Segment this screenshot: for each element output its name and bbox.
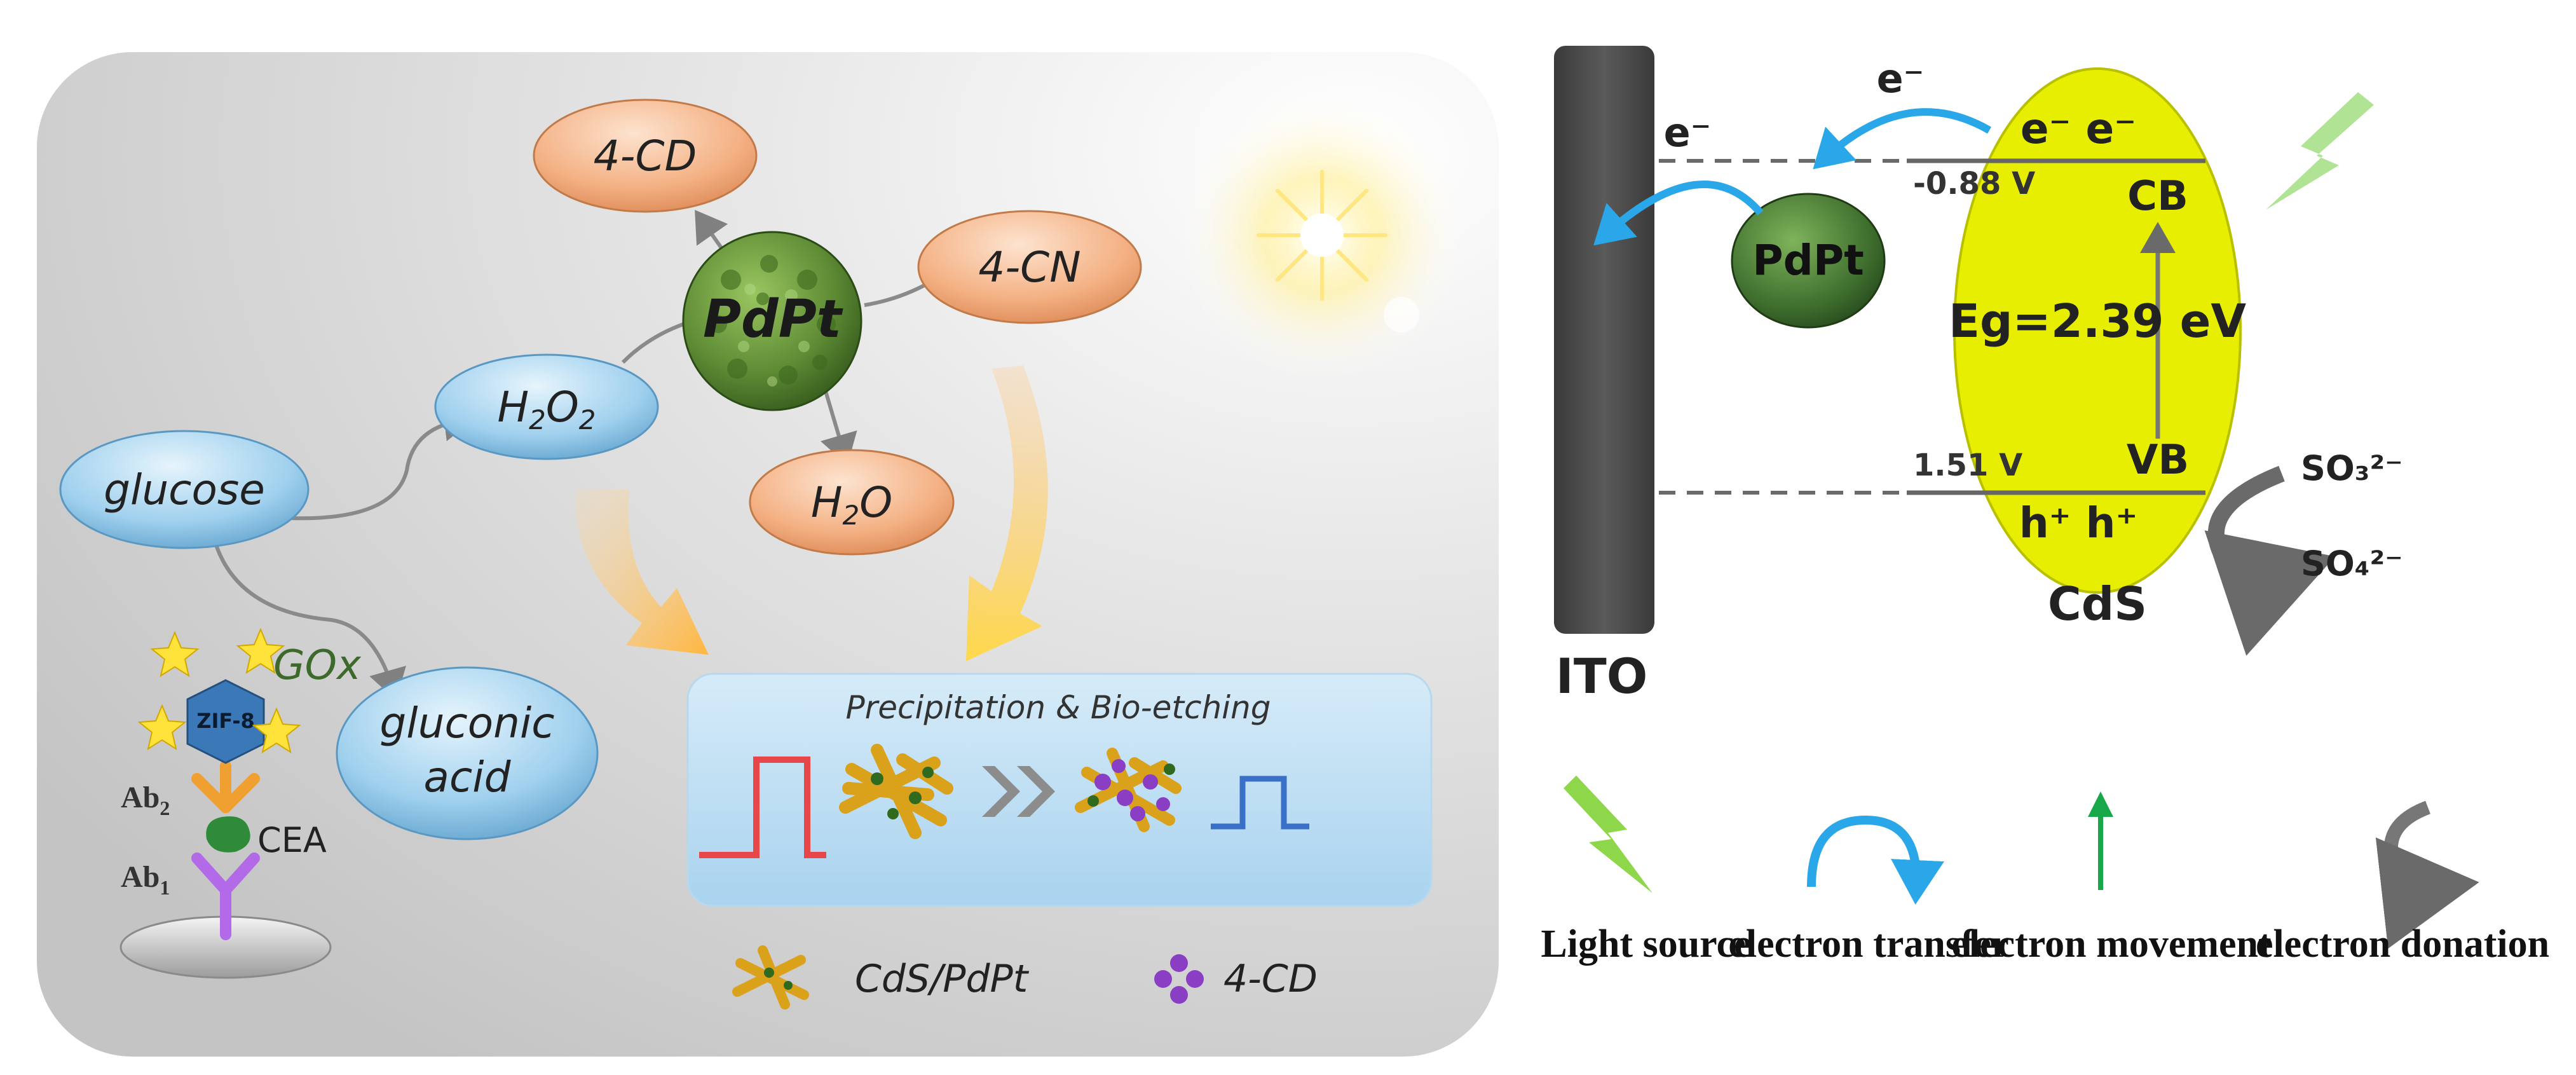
legend-electron-transfer-label: electron transfer: [1728, 922, 2008, 966]
cds-pdpt-cluster-before: [839, 744, 953, 839]
ito-electrode: [1554, 46, 1654, 634]
electron-donation-arrow: [2204, 465, 2336, 656]
legend-electron-movement-label: electron movement: [1951, 922, 2272, 966]
reaction-arrows: [208, 210, 936, 701]
electron-label-left: e⁻: [1664, 109, 1712, 156]
pdpt-particle: [1731, 193, 1886, 329]
left-legend: CdS/PdPt 4-CD: [732, 945, 1318, 1010]
cds-semiconductor: [1953, 67, 2242, 594]
precipitation-box: Precipitation & Bio-etching: [686, 673, 1433, 907]
vb-potential: 1.51 V: [1913, 448, 2022, 483]
right-panel: ITO e⁻ e⁻ CB -0.88 V Eg=2.39 eV VB 1.51 …: [1541, 46, 2549, 966]
legend-lightning-icon: [1564, 776, 1653, 893]
arrow-h2o2-to-pdpt: [621, 322, 685, 364]
ab2-label: Ab2: [121, 781, 170, 819]
legend-cds-pdpt-label: CdS/PdPt: [855, 957, 1030, 1001]
ab1-antibody-icon: [191, 852, 260, 940]
light-source-bolt-icon: [2266, 92, 2374, 210]
node-h2o: [749, 449, 955, 556]
vb-label: VB: [2127, 437, 2189, 484]
donor-out-label: SO₄²⁻: [2301, 544, 2403, 584]
node-gluconic-acid-label-1: gluconic: [379, 699, 554, 748]
right-legend: Light source electron transfer electron …: [1541, 776, 2549, 966]
bandgap-label: Eg=2.39 eV: [1949, 294, 2247, 348]
legend-4cd-icon: [1154, 954, 1204, 1004]
node-glucose: [59, 430, 310, 549]
pdpt-sphere-label: PdPt: [703, 289, 843, 350]
donor-in-label: SO₃²⁻: [2301, 448, 2403, 488]
pdpt-particle-label: PdPt: [1752, 236, 1864, 285]
transform-chevrons-icon: [982, 766, 1055, 817]
light-arrow-left: [575, 490, 709, 655]
gox-star-icons: [137, 627, 301, 754]
node-4cd-top-label: 4-CD: [594, 132, 697, 181]
light-arrow-right: [966, 366, 1048, 661]
high-signal-pulse: [699, 757, 826, 858]
electron-label-top: e⁻: [1877, 55, 1925, 102]
electron-transfer-arrow-cds-to-pdpt: [1813, 108, 1991, 170]
low-signal-pulse: [1211, 776, 1309, 830]
legend-4cd-label: 4-CD: [1223, 957, 1318, 1001]
legend-up-arrow-icon: [2088, 791, 2113, 890]
ab2-antibody-icon: [191, 760, 260, 813]
cea-antigen-icon: [206, 816, 250, 852]
legend-curved-arrow-icon: [1807, 815, 1944, 905]
node-h2o-label: H2O: [811, 478, 892, 531]
arrow-glucose-to-h2o2: [289, 403, 475, 521]
ab1-label: Ab1: [121, 860, 170, 899]
gox-label: GOx: [273, 642, 362, 689]
cb-potential: -0.88 V: [1913, 166, 2035, 202]
cb-electrons: e⁻ e⁻: [2021, 104, 2136, 153]
legend-return-arrow-icon: [2375, 800, 2479, 949]
cea-label: CEA: [257, 820, 327, 860]
vb-holes: h⁺ h⁺: [2019, 498, 2138, 547]
node-4cn-label: 4-CN: [978, 243, 1080, 292]
legend-electron-donation-label: electron donation: [2256, 922, 2549, 966]
electron-transfer-arrow-pdpt-to-ito: [1593, 181, 1764, 246]
precipitation-title: Precipitation & Bio-etching: [846, 689, 1271, 726]
arrow-glucose-to-gluconic: [208, 517, 406, 701]
ito-label: ITO: [1556, 648, 1648, 704]
sun-icon: [1176, 89, 1468, 381]
cb-label: CB: [2127, 173, 2188, 220]
node-h2o2: [434, 353, 659, 460]
left-panel: 4-CD 4-CN PdPt H2O2 H2O glucose: [37, 52, 1499, 1057]
pdpt-sphere: [682, 231, 862, 411]
node-h2o2-label: H2O2: [497, 383, 596, 435]
node-gluconic-acid: [336, 666, 599, 840]
legend-light-source-label: Light source: [1541, 922, 1751, 966]
cds-label: CdS: [2048, 577, 2147, 631]
zif8-label: ZIF-8: [196, 709, 255, 733]
node-gluconic-acid-label-2: acid: [424, 753, 512, 802]
immunoassay-stack: ZIF-8 Ab2 Ab1 CEA: [119, 627, 332, 979]
cds-pdpt-cluster-after: [1075, 748, 1182, 832]
node-4cn: [917, 210, 1142, 324]
node-4cd-top: [533, 99, 758, 213]
node-glucose-label: glucose: [104, 465, 265, 514]
